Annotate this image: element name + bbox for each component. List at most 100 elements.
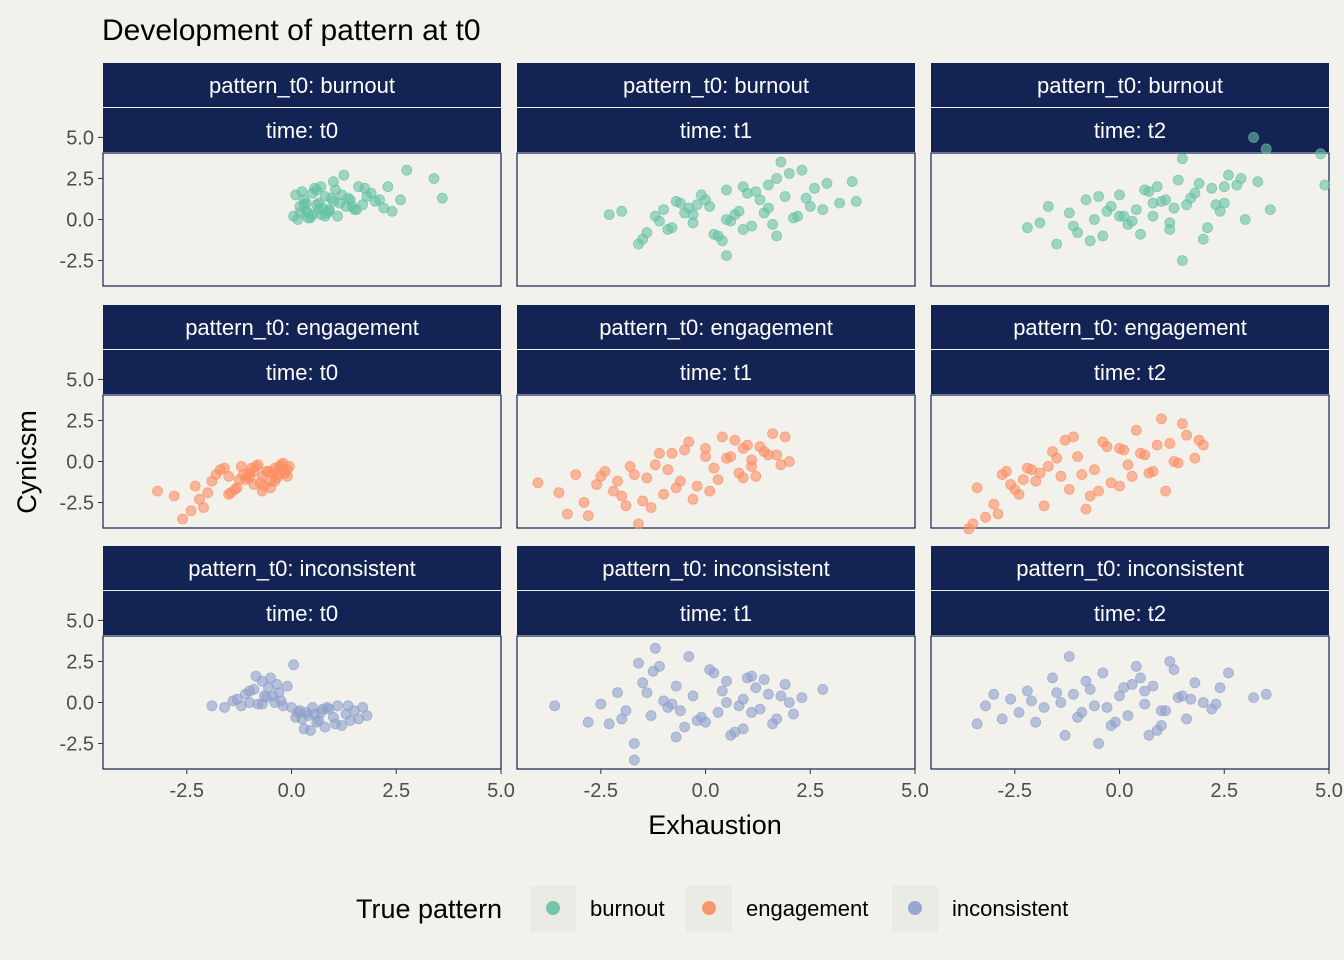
- data-point: [1080, 503, 1092, 515]
- y-tick-label: 0.0: [66, 210, 94, 232]
- panel-plot-area: [102, 635, 502, 770]
- data-point: [1151, 439, 1163, 451]
- data-point: [679, 721, 690, 733]
- data-point: [193, 493, 205, 505]
- data-point: [1047, 672, 1058, 684]
- data-point: [775, 690, 787, 702]
- x-tick-label: 2.5: [796, 780, 824, 802]
- data-point: [1089, 214, 1100, 225]
- data-point: [1264, 204, 1276, 216]
- data-point: [729, 434, 741, 446]
- data-point: [641, 472, 653, 484]
- legend-key-engagement: [702, 901, 716, 915]
- data-point: [219, 702, 230, 713]
- facet-panel-r0-c0: pattern_t0: burnout time: t0 5.0 2.5 0.0 -2.5: [60, 63, 502, 287]
- data-point: [269, 475, 281, 487]
- data-point: [967, 518, 979, 530]
- data-point: [202, 487, 214, 499]
- data-point: [988, 688, 1000, 700]
- data-point: [708, 462, 720, 474]
- data-point: [281, 470, 293, 482]
- data-point: [834, 197, 845, 209]
- data-point: [1030, 716, 1042, 728]
- data-point: [746, 707, 757, 718]
- data-point: [1063, 207, 1075, 219]
- data-point: [809, 182, 820, 194]
- data-point: [1202, 222, 1213, 234]
- facet-panel-r2-c1: pattern_t0: inconsistent time: t1 -2.5 0.0 2…: [516, 546, 929, 802]
- facet-strip-row: [931, 305, 1329, 349]
- facet-panel-r1-c1: pattern_t0: engagement time: t1: [516, 305, 916, 530]
- data-point: [637, 495, 649, 507]
- data-point: [641, 687, 653, 698]
- data-point: [233, 474, 245, 486]
- data-point: [1177, 418, 1188, 430]
- data-point: [633, 657, 644, 669]
- y-tick-label: -2.5: [60, 493, 94, 515]
- data-point: [616, 490, 628, 502]
- facet-strip-col: [931, 108, 1329, 152]
- data-point: [1168, 202, 1180, 214]
- data-point: [992, 508, 1004, 520]
- data-point: [846, 176, 858, 188]
- data-point: [980, 511, 991, 523]
- panel-plot-area: [516, 152, 916, 287]
- facet-strip-col: [103, 591, 501, 635]
- data-point: [620, 500, 632, 512]
- panel-plot-area: [930, 635, 1330, 770]
- data-point: [628, 738, 640, 749]
- data-point: [670, 680, 682, 692]
- data-point: [796, 692, 808, 703]
- facet-strip-row: [103, 305, 501, 349]
- strip-label-row: pattern_t0: inconsistent: [602, 556, 829, 581]
- data-point: [603, 209, 615, 221]
- data-point: [763, 688, 774, 700]
- data-point: [603, 718, 615, 730]
- data-point: [281, 680, 293, 692]
- data-point: [662, 223, 674, 235]
- data-point: [687, 493, 699, 505]
- data-point: [1235, 173, 1247, 184]
- data-point: [1084, 490, 1096, 502]
- strip-label-row: pattern_t0: inconsistent: [188, 556, 415, 581]
- data-point: [1017, 474, 1029, 486]
- data-point: [210, 469, 222, 481]
- data-point: [244, 685, 256, 697]
- data-point: [361, 710, 373, 721]
- data-point: [1097, 667, 1109, 679]
- facet-strip-col: [517, 350, 915, 394]
- data-point: [1210, 698, 1222, 710]
- data-point: [767, 428, 778, 440]
- data-point: [1076, 469, 1088, 481]
- data-point: [817, 204, 829, 216]
- x-tick-label: 0.0: [692, 780, 720, 802]
- data-point: [1042, 460, 1054, 472]
- data-point: [767, 218, 778, 230]
- data-point: [633, 518, 644, 530]
- data-point: [783, 168, 795, 179]
- x-tick-label: 5.0: [487, 780, 515, 802]
- data-point: [1118, 444, 1130, 456]
- data-point: [1114, 210, 1125, 222]
- data-point: [1218, 181, 1230, 193]
- data-point: [616, 205, 628, 217]
- legend-items: burnout engagement inconsistent: [530, 886, 1068, 932]
- data-point: [612, 475, 623, 487]
- legend: True pattern burnout engagement inconsiste…: [356, 886, 1068, 932]
- data-point: [1168, 664, 1180, 676]
- facet-strip-col: [103, 350, 501, 394]
- data-point: [775, 156, 787, 168]
- data-point: [1013, 707, 1025, 718]
- data-point: [319, 210, 331, 222]
- data-point: [1181, 429, 1192, 441]
- data-point: [1193, 177, 1205, 189]
- data-point: [1059, 434, 1071, 446]
- data-point: [704, 485, 716, 497]
- data-point: [1055, 697, 1067, 708]
- facet-panel-r1-c0: pattern_t0: engagement time: t0 5.0 2.5 0.0 -…: [60, 305, 502, 529]
- facet-strip-col: [931, 350, 1329, 394]
- strip-label-col: time: t1: [680, 601, 752, 626]
- data-point: [1101, 702, 1113, 713]
- facet-strip-col: [517, 108, 915, 152]
